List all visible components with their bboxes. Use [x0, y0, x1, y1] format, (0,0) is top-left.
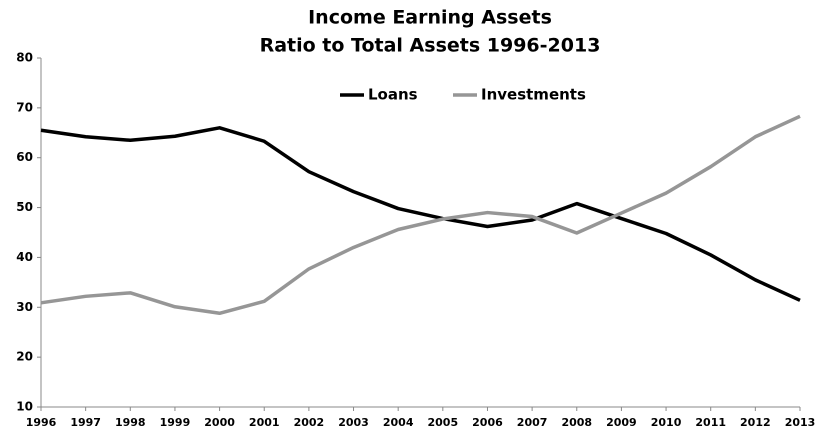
- chart-title: Income Earning Assets: [308, 7, 552, 29]
- x-tick-label: 2005: [428, 416, 459, 429]
- y-tick-label: 30: [16, 300, 33, 314]
- x-tick-label: 2006: [472, 416, 503, 429]
- legend-label: Loans: [368, 86, 418, 104]
- line-series: [40, 126, 801, 302]
- chart-subtitle: Ratio to Total Assets 1996-2013: [260, 35, 601, 57]
- x-tick-label: 2008: [561, 416, 592, 429]
- x-tick-label: 2012: [740, 416, 771, 429]
- x-tick-label: 2011: [695, 416, 726, 429]
- x-tick-label: 2004: [383, 416, 414, 429]
- y-tick-label: 20: [16, 350, 33, 364]
- x-tick-label: 2009: [606, 416, 637, 429]
- y-tick-label: 40: [16, 250, 33, 264]
- x-tick-label: 2007: [517, 416, 548, 429]
- x-tick-label: 1996: [26, 416, 57, 429]
- x-tick-label: 1999: [160, 416, 191, 429]
- y-tick-label: 70: [16, 100, 33, 114]
- x-tick-label: 2002: [294, 416, 325, 429]
- x-tick-label: 2013: [785, 416, 816, 429]
- x-tick-label: 2001: [249, 416, 280, 429]
- y-tick-label: 80: [16, 51, 33, 65]
- x-tick-label: 2000: [204, 416, 235, 429]
- line-series: [40, 114, 801, 316]
- x-tick-label: 1998: [115, 416, 146, 429]
- y-tick-label: 50: [16, 200, 33, 214]
- legend-label: Investments: [481, 86, 586, 104]
- x-tick-label: 2003: [338, 416, 369, 429]
- y-tick-label: 10: [16, 400, 33, 414]
- x-tick-label: 2010: [651, 416, 682, 429]
- y-tick-label: 60: [16, 150, 33, 164]
- x-tick-label: 1997: [70, 416, 101, 429]
